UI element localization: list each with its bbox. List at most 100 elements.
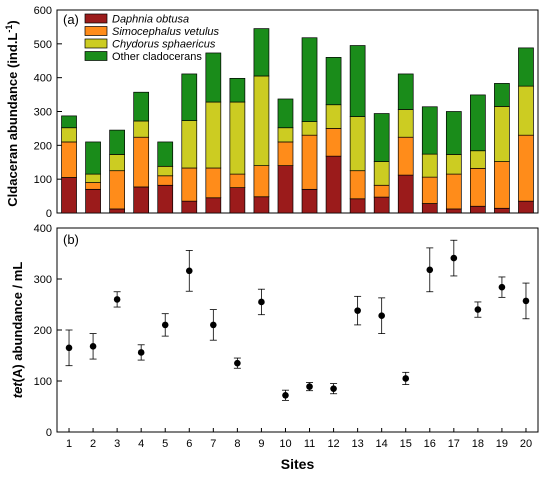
bar-segment-3 <box>61 127 77 143</box>
bar-segment-3 <box>518 85 534 136</box>
bar-segment-4 <box>181 73 198 121</box>
bar-segment-1 <box>518 200 534 214</box>
bar-segment-3 <box>229 101 246 175</box>
bar-segment-4 <box>349 45 366 117</box>
bar-segment-2 <box>518 134 534 202</box>
x-tick-label: 11 <box>304 438 315 450</box>
data-point <box>258 298 265 306</box>
panel-a-ytick-label: 100 <box>34 174 52 186</box>
panel-a-label: (a) <box>63 12 79 27</box>
data-point <box>354 307 361 314</box>
x-tick-label: 7 <box>210 438 216 450</box>
x-tick-label: 12 <box>327 438 339 450</box>
x-tick-label: 8 <box>234 438 240 450</box>
bar-segment-2 <box>301 134 318 190</box>
legend-label: Chydorus sphaericus <box>112 39 216 51</box>
bar-segment-3 <box>253 75 270 166</box>
bar-segment-1 <box>445 208 462 214</box>
data-point <box>185 267 193 275</box>
bar-segment-2 <box>325 128 342 157</box>
bar-segment-3 <box>494 106 510 162</box>
x-tick-label: 1 <box>66 438 72 450</box>
y-title-italic: tet <box>10 382 25 399</box>
panel-b-ytick-label: 400 <box>34 223 52 235</box>
legend-label: Other cladocerans <box>112 51 202 63</box>
bar-segment-2 <box>421 176 438 204</box>
bar-segment-3 <box>325 104 342 129</box>
bar-segment-4 <box>157 141 174 167</box>
bar-segment-3 <box>181 120 198 169</box>
bar-segment-1 <box>133 186 150 214</box>
bar-segment-1 <box>325 155 342 214</box>
x-tick-label: 14 <box>376 438 388 450</box>
bar-segment-4 <box>470 94 486 152</box>
data-point <box>161 321 169 329</box>
bar-segment-3 <box>301 121 318 136</box>
bar-segment-2 <box>61 141 77 178</box>
panel-b-frame <box>56 227 539 433</box>
data-point <box>113 296 121 303</box>
bar-segment-3 <box>133 120 150 138</box>
x-tick-label: 15 <box>400 438 412 450</box>
bar-segment-2 <box>85 182 101 190</box>
bar-segment-1 <box>397 174 414 214</box>
data-point <box>330 385 337 392</box>
bar-segment-4 <box>325 57 342 106</box>
bar-segment-3 <box>397 109 414 138</box>
data-point <box>65 344 73 352</box>
bar-segment-2 <box>253 165 270 198</box>
x-tick-label: 18 <box>472 438 484 450</box>
bar-segment-1 <box>181 200 198 214</box>
data-point <box>306 383 313 390</box>
data-point <box>89 343 97 350</box>
data-point <box>137 349 145 356</box>
bar-segment-1 <box>253 196 270 214</box>
bar-segment-2 <box>181 167 198 202</box>
bar-segment-1 <box>61 177 77 214</box>
data-point <box>450 254 458 262</box>
bar-segment-1 <box>470 205 486 214</box>
x-tick-label: 9 <box>258 438 264 450</box>
bar-segment-2 <box>277 141 294 166</box>
x-tick-label: 5 <box>162 438 168 450</box>
bar-segment-2 <box>109 170 125 210</box>
x-tick-label: 4 <box>138 438 144 450</box>
bar-segment-2 <box>397 136 414 176</box>
legend-swatch <box>84 13 108 24</box>
bar-segment-4 <box>301 37 318 123</box>
bar-segment-1 <box>109 208 125 214</box>
panel-a-ytick-label: 0 <box>46 208 52 220</box>
legend-label: Daphnia obtusa <box>112 14 189 26</box>
bar-segment-4 <box>109 129 125 155</box>
y-title-main: Cldaceran abundance (ind.L <box>5 33 20 207</box>
bar-segment-1 <box>349 198 366 214</box>
x-tick-label: 20 <box>520 438 532 450</box>
panel-a-ytick-label: 200 <box>34 140 52 152</box>
panel-b-ytick-label: 200 <box>34 325 52 337</box>
panel-a-ytick-label: 400 <box>34 73 52 85</box>
x-tick-label: 6 <box>186 438 192 450</box>
data-point <box>474 306 482 313</box>
data-point <box>378 312 385 320</box>
x-tick-label: 2 <box>90 438 96 450</box>
bar-segment-4 <box>61 115 77 129</box>
bar-segment-2 <box>229 173 246 188</box>
panel-b-y-axis-title: tet(A) abundance / mL <box>10 262 25 399</box>
x-axis-title: Sites <box>281 456 315 472</box>
bar-segment-4 <box>253 28 270 77</box>
bar-segment-3 <box>109 154 125 172</box>
bar-segment-2 <box>205 167 222 199</box>
panel-b-ytick-label: 100 <box>34 376 52 388</box>
bar-segment-1 <box>229 187 246 214</box>
bar-segment-4 <box>229 77 246 103</box>
legend-swatch <box>84 26 108 36</box>
legend-swatch <box>84 38 108 49</box>
bar-segment-3 <box>157 165 174 177</box>
bar-segment-4 <box>494 83 510 107</box>
x-tick-label: 3 <box>114 438 120 450</box>
y-title-superscript: -1 <box>4 25 14 33</box>
bar-segment-4 <box>421 106 438 155</box>
y-title-rest: (A) abundance / mL <box>10 262 25 383</box>
panel-a-ytick-label: 600 <box>34 5 52 17</box>
bar-segment-2 <box>349 170 366 200</box>
